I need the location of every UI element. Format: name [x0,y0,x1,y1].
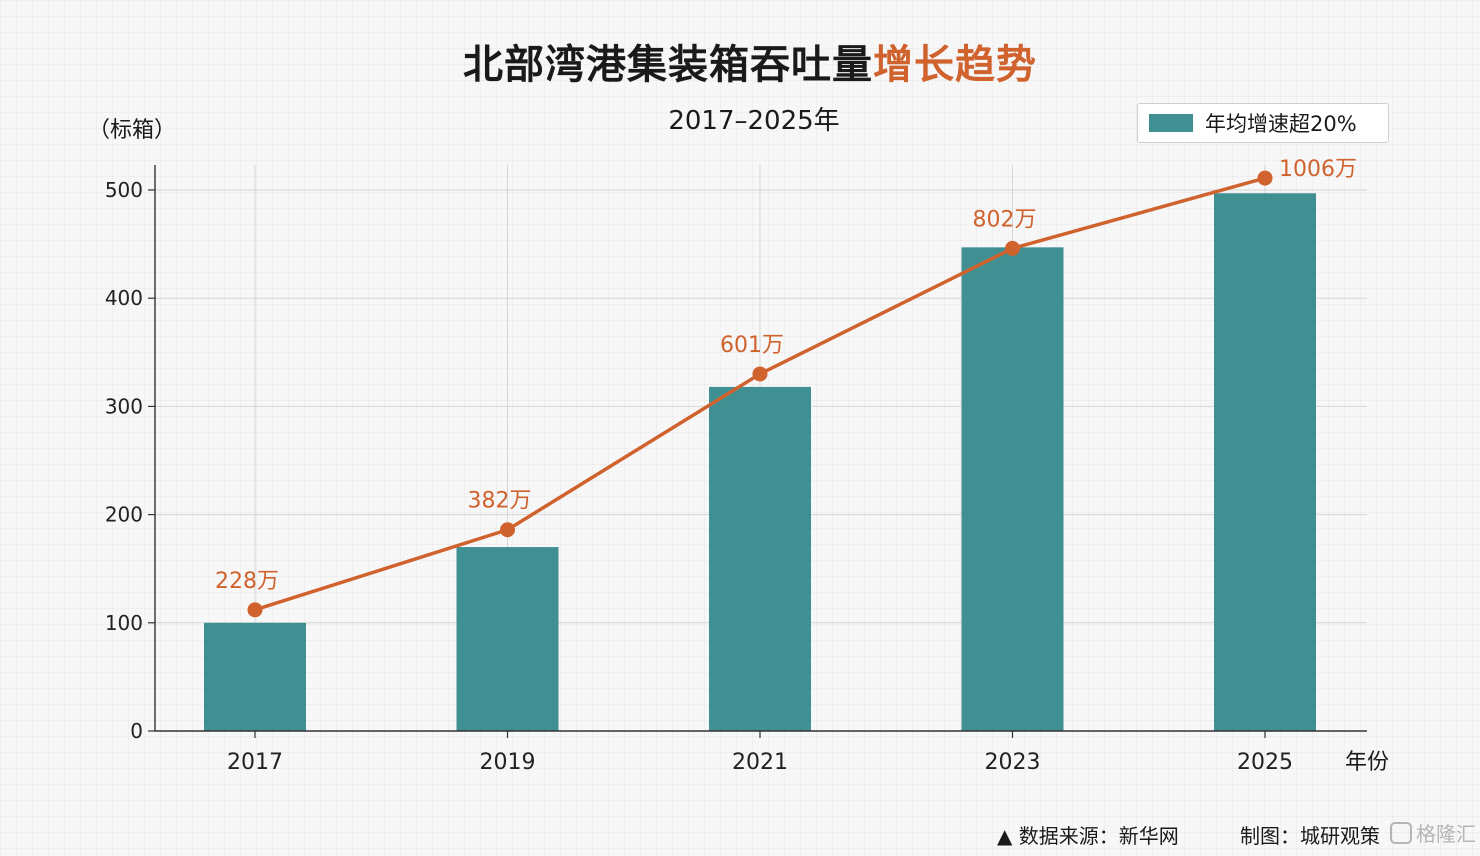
chart-title: 北部湾港集装箱吞吐量增长趋势 [0,32,1480,90]
data-source-note: ▲ 数据来源：新华网 [997,824,1179,848]
x-tick-label: 2023 [985,750,1041,775]
x-tick-label: 2021 [732,750,788,775]
legend-label: 年均增速超20% [1205,112,1357,136]
title-accent: 增长趋势 [873,42,1037,88]
y-tick-label: 200 [105,503,143,527]
line-point [247,602,263,618]
made-by-note: 制图：城研观策 [1240,824,1380,848]
y-tick-label: 500 [105,178,143,202]
line-point [1257,170,1273,186]
y-tick-label: 100 [105,611,143,635]
watermark-text: 格隆汇 [1416,822,1476,846]
title-main: 北部湾港集装箱吞吐量 [463,42,873,88]
bar [204,622,306,731]
watermark: 格隆汇 [1390,818,1476,847]
data-label: 1006万 [1279,157,1357,182]
x-tick-label: 2025 [1237,750,1293,775]
data-label: 601万 [720,333,784,358]
legend-swatch [1149,114,1193,132]
line-series [247,170,1273,618]
legend: 年均增速超20% [1137,103,1389,143]
bar [961,247,1064,731]
watermark-logo-icon [1390,821,1412,844]
axes: 0 100 200 300 400 500 2017 2019 2021 2023 2025 [105,165,1367,775]
data-label: 228万 [215,569,279,594]
y-tick-label: 400 [105,286,143,310]
line-point [1005,240,1020,256]
line-point [500,522,515,538]
data-labels: 228万 382万 601万 802万 1006万 [215,157,1357,594]
y-tick-label: 0 [130,719,143,743]
chart-subtitle: 2017–2025年 [668,106,840,136]
y-tick-label: 300 [105,394,143,418]
x-tick-label: 2017 [227,750,283,775]
data-label: 382万 [468,489,532,514]
bar [709,386,811,731]
data-label: 802万 [973,207,1037,232]
bar-series [204,193,1316,732]
x-tick-label: 2019 [480,750,536,775]
line-point [752,366,768,382]
bar [1214,193,1316,732]
bar [456,547,559,731]
y-axis-unit: （标箱） [88,118,177,143]
x-axis-unit: 年份 [1345,750,1390,775]
